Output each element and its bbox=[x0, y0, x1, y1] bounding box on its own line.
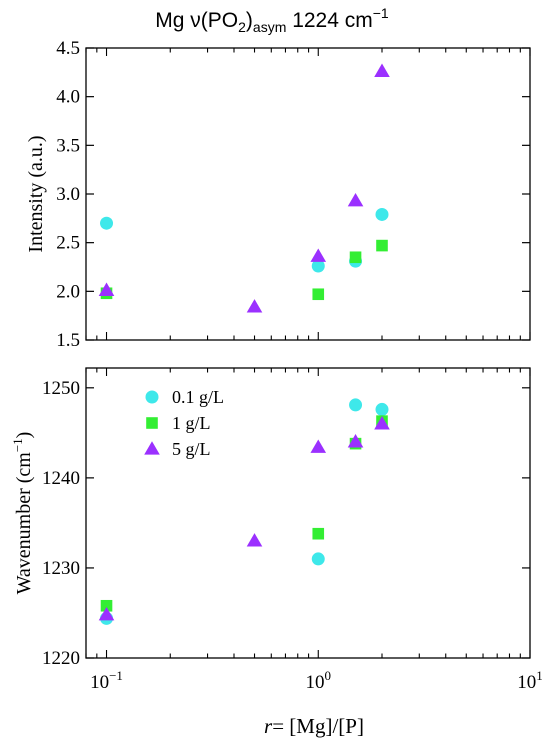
x-axis-label-rest: = [Mg]/[P] bbox=[272, 714, 364, 738]
wavenumber-label-sup: −1 bbox=[10, 438, 25, 452]
intensity-y-tick-label: 3.5 bbox=[56, 135, 80, 156]
intensity-plot-frame bbox=[85, 47, 531, 341]
intensity-y-tick-label: 2.5 bbox=[56, 233, 80, 254]
legend-label: 5 g/L bbox=[172, 439, 211, 459]
title-prefix: Mg ν(PO bbox=[155, 9, 238, 32]
intensity-point bbox=[312, 288, 325, 301]
x-tick-label: 10−1 bbox=[90, 668, 123, 693]
legend-marker-triangle bbox=[144, 441, 160, 455]
x-tick-labels: 10−1 100 101 bbox=[90, 668, 543, 693]
x-tick-exp: 0 bbox=[325, 668, 332, 683]
wavenumber-y-tick-label: 1240 bbox=[42, 468, 80, 489]
intensity-y-tick-label: 4.0 bbox=[56, 87, 80, 108]
x-tick-exp: 1 bbox=[536, 668, 543, 683]
wavenumber-y-tick-label: 1220 bbox=[42, 648, 80, 669]
wavenumber-label-main: Wavenumber (cm bbox=[13, 452, 35, 595]
wavenumber-point bbox=[375, 402, 389, 416]
wavenumber-point bbox=[374, 416, 390, 430]
wavenumber-x-ticks bbox=[85, 368, 531, 658]
intensity-marks bbox=[98, 63, 390, 313]
wavenumber-point bbox=[347, 434, 364, 448]
intensity-point bbox=[374, 63, 390, 77]
wavenumber-y-tick-label: 1230 bbox=[42, 558, 80, 579]
intensity-point bbox=[100, 216, 114, 230]
intensity-point bbox=[375, 207, 389, 221]
x-tick-exp: −1 bbox=[109, 668, 123, 683]
title-sub2: asym bbox=[253, 19, 286, 35]
intensity-y-tick-label: 3.0 bbox=[56, 184, 80, 205]
legend-label: 0.1 g/L bbox=[172, 387, 224, 407]
wavenumber-point bbox=[100, 599, 113, 612]
x-tick-base: 10 bbox=[306, 672, 325, 693]
intensity-axis-label: Intensity (a.u.) bbox=[25, 135, 47, 252]
intensity-point bbox=[311, 259, 325, 273]
intensity-panel: 1.5 2.0 2.5 3.0 3.5 4.0 4.5 Intensity (a.u.) bbox=[25, 38, 531, 351]
title-sub1: 2 bbox=[238, 19, 246, 35]
x-axis-label-var: r bbox=[264, 714, 273, 738]
legend: 0.1 g/L 1 g/L 5 g/L bbox=[144, 387, 224, 459]
wavenumber-point bbox=[312, 527, 325, 540]
legend-label: 1 g/L bbox=[172, 413, 211, 433]
intensity-x-ticks bbox=[85, 48, 531, 340]
x-tick-base: 10 bbox=[517, 672, 536, 693]
intensity-y-tick-label: 1.5 bbox=[56, 330, 80, 351]
intensity-y-tick-label: 4.5 bbox=[56, 38, 80, 59]
intensity-point bbox=[347, 193, 364, 207]
title-mid: ) bbox=[246, 9, 253, 32]
wavenumber-point bbox=[246, 533, 263, 547]
wavenumber-point bbox=[311, 552, 325, 566]
wavenumber-y-tick-label: 1250 bbox=[42, 378, 80, 399]
chart-title: Mg ν(PO2)asym 1224 cm−1 bbox=[155, 5, 389, 35]
intensity-point bbox=[246, 299, 263, 313]
wavenumber-y-ticks: 1220 1230 1240 1250 bbox=[42, 378, 530, 669]
wavenumber-point bbox=[349, 398, 363, 412]
x-tick-base: 10 bbox=[90, 672, 109, 693]
legend-marker-circle bbox=[145, 390, 159, 404]
title-value: 1224 cm bbox=[286, 9, 372, 32]
intensity-y-ticks: 1.5 2.0 2.5 3.0 3.5 4.0 4.5 bbox=[56, 38, 530, 351]
intensity-point bbox=[376, 239, 388, 252]
x-tick-label: 101 bbox=[517, 668, 543, 693]
x-axis-label: r= [Mg]/[P] bbox=[264, 714, 364, 738]
intensity-point bbox=[349, 251, 362, 264]
intensity-point bbox=[310, 248, 327, 262]
wavenumber-point bbox=[98, 606, 115, 621]
x-tick-label: 100 bbox=[306, 668, 332, 693]
wavenumber-label-close: ) bbox=[13, 432, 35, 439]
title-sup: −1 bbox=[373, 5, 389, 21]
intensity-point bbox=[98, 282, 115, 296]
wavenumber-point bbox=[310, 439, 327, 453]
intensity-y-tick-label: 2.0 bbox=[56, 281, 80, 302]
wavenumber-plot-frame bbox=[85, 367, 531, 659]
wavenumber-axis-label: Wavenumber (cm−1) bbox=[10, 432, 35, 595]
wavenumber-marks bbox=[98, 398, 390, 625]
legend-marker-square bbox=[146, 417, 158, 429]
